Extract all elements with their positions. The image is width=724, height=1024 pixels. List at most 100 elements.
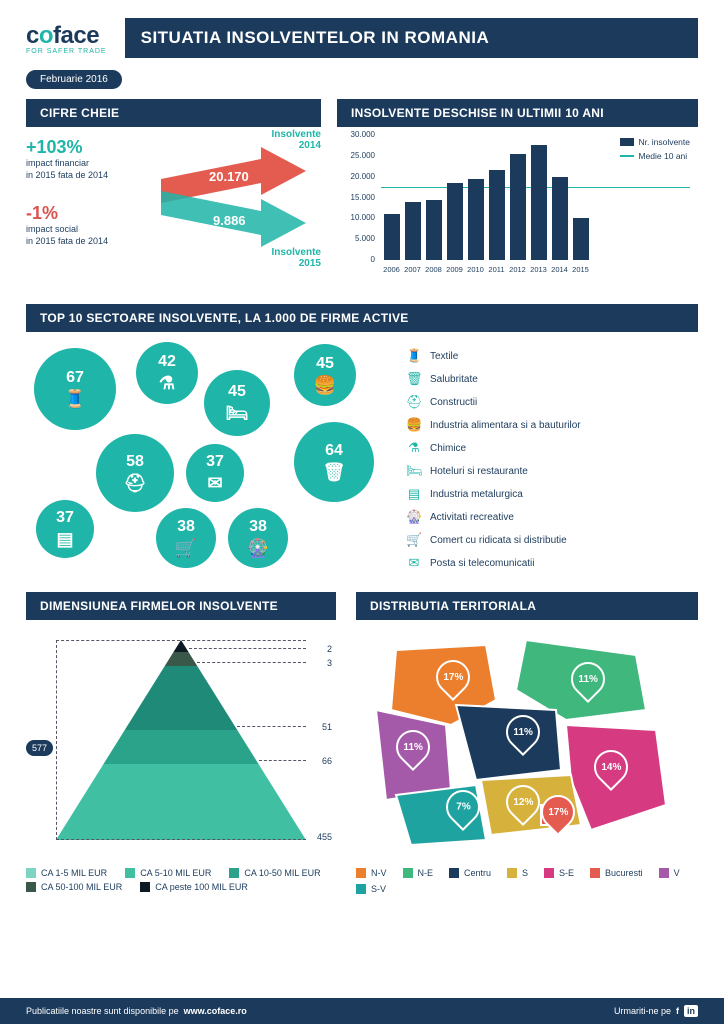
triangle-legend-item: CA 50-100 MIL EUR [26,882,122,892]
x-tick-label: 2015 [569,265,593,274]
sector-bubble: 45🛏 [204,370,270,436]
sector-bubble: 64🗑 [294,422,374,502]
logo-block: coface FOR SAFER TRADE [26,22,107,55]
triangle-legend-item: CA 1-5 MIL EUR [26,868,107,878]
map-pin: 14% [594,750,628,790]
triangle-value: 2 [327,644,332,654]
triangle-value: 66 [322,756,332,766]
triangle-legend-item: CA 5-10 MIL EUR [125,868,211,878]
map-title: DISTRIBUTIA TERITORIALA [356,592,698,620]
sector-legend: 🧵Textile🗑Salubritate⛑Constructii🍔Industr… [406,342,698,578]
bar [405,202,421,260]
brand-tagline: FOR SAFER TRADE [26,48,107,55]
bar [426,200,442,260]
legend-median: Medie 10 ani [620,151,691,161]
bar [489,170,505,260]
map-legend: N-VN-ECentruSS-EBucurestiVS-V [356,868,698,894]
triangle-legend-item: CA 10-50 MIL EUR [229,868,320,878]
barchart-legend: Nr. insolvente Medie 10 ani [620,137,691,165]
sector-bubble: 58⛑ [96,434,174,512]
arrow-down-value: 9.886 [213,213,246,228]
bar [531,145,547,260]
legend-series: Nr. insolvente [620,137,691,147]
sector-legend-item: 🧵Textile [406,348,698,364]
cifre-panel: CIFRE CHEIE +103% impact financiar in 20… [26,99,321,292]
y-tick-label: 5.000 [337,234,375,243]
main-title: SITUATIA INSOLVENTELOR IN ROMANIA [125,18,698,58]
sector-legend-item: 🗑Salubritate [406,371,698,387]
bar [573,218,589,260]
footer-right: Urmariti-ne pe f in [614,1006,698,1016]
triangle-frame [56,640,306,840]
sector-bubble: 37▤ [36,500,94,558]
map-pin: 17% [436,660,470,700]
sector-bubble: 38🛒 [156,508,216,568]
brand-logo: coface [26,22,107,50]
bar [384,214,400,260]
triangle-legend: CA 1-5 MIL EUR CA 5-10 MIL EUR CA 10-50 MI… [26,868,336,892]
map-legend-item: N-V [356,868,387,878]
y-tick-label: 15.000 [337,193,375,202]
sectors-panel: TOP 10 SECTOARE INSOLVENTE, LA 1.000 DE … [0,304,724,578]
sector-legend-item: 🎡Activitati recreative [406,509,698,525]
barchart-panel: INSOLVENTE DESCHISE IN ULTIMII 10 ANI 0 5… [337,99,698,292]
triangle-body: 235166455577 [26,630,336,860]
barchart-body: 05.00010.00015.00020.00025.00030.0002006… [337,127,698,282]
map-legend-item: V [659,868,680,878]
arrow-down-label: Insolvente 2015 [272,247,321,269]
map-pin: 17% [541,795,575,835]
sector-legend-item: 🛏Hoteluri si restaurante [406,463,698,479]
bar [468,179,484,260]
sector-bubble: 38🎡 [228,508,288,568]
y-tick-label: 25.000 [337,151,375,160]
map-pin: 7% [446,790,480,830]
triangle-title: DIMENSIUNEA FIRMELOR INSOLVENTE [26,592,336,620]
triangle-left-label: 577 [26,740,53,756]
sector-legend-item: 🛒Comert cu ridicata si distributie [406,532,698,548]
map-body: 17%11%11%11%14%12%17%7% [356,630,698,860]
sectors-body: 67🧵 42⚗45🛏 45🍔 58⛑37✉ 64🗑 37▤ 38🛒38🎡 🧵Textile 🗑… [26,342,698,578]
y-tick-label: 10.000 [337,213,375,222]
footer: Publicatiile noastre sunt disponibile pe… [0,998,724,1024]
y-tick-label: 20.000 [337,172,375,181]
sector-bubble: 37✉ [186,444,244,502]
date-pill: Februarie 2016 [26,70,122,89]
triangle-value: 51 [322,722,332,732]
bar [447,183,463,260]
sector-legend-item: ▤Industria metalurgica [406,486,698,502]
triangle-legend-item: CA peste 100 MIL EUR [140,882,248,892]
map-legend-item: S-V [356,884,386,894]
map-legend-item: Centru [449,868,491,878]
arrow-up-value: 20.170 [209,169,249,184]
map-pin: 11% [571,662,605,702]
bar [510,154,526,260]
arrows-block: Insolvente 2014 20.170 9.886 Insolvente … [161,129,321,289]
map-legend-item: Bucuresti [590,868,643,878]
sectors-title: TOP 10 SECTOARE INSOLVENTE, LA 1.000 DE … [26,304,698,332]
map-panel: DISTRIBUTIA TERITORIALA 17%11%11%11%14%1… [356,592,698,894]
map-legend-item: N-E [403,868,434,878]
y-tick-label: 0 [337,255,375,264]
sector-bubble: 45🍔 [294,344,356,406]
lower-row: DIMENSIUNEA FIRMELOR INSOLVENTE 23516645… [0,592,724,894]
bar [552,177,568,260]
cifre-body: +103% impact financiar in 2015 fata de 2… [26,137,321,292]
barchart-title: INSOLVENTE DESCHISE IN ULTIMII 10 ANI [337,99,698,127]
sector-legend-item: ✉Posta si telecomunicatii [406,555,698,571]
y-tick-label: 30.000 [337,130,375,139]
cifre-title: CIFRE CHEIE [26,99,321,127]
map-legend-item: S [507,868,528,878]
sector-bubble: 42⚗ [136,342,198,404]
map-pin: 11% [396,730,430,770]
sector-legend-item: ⚗Chimice [406,440,698,456]
footer-url: www.coface.ro [184,1006,247,1016]
triangle-panel: DIMENSIUNEA FIRMELOR INSOLVENTE 23516645… [26,592,336,894]
sector-bubble: 67🧵 [34,348,116,430]
bubble-area: 67🧵 42⚗45🛏 45🍔 58⛑37✉ 64🗑 37▤ 38🛒38🎡 [26,342,396,572]
sector-legend-item: ⛑Constructii [406,394,698,410]
map-pin: 12% [506,785,540,825]
footer-left: Publicatiile noastre sunt disponibile pe… [26,1006,247,1016]
map-pin: 11% [506,715,540,755]
triangle-value: 455 [317,832,332,842]
header: coface FOR SAFER TRADE SITUATIA INSOLVEN… [0,0,724,66]
